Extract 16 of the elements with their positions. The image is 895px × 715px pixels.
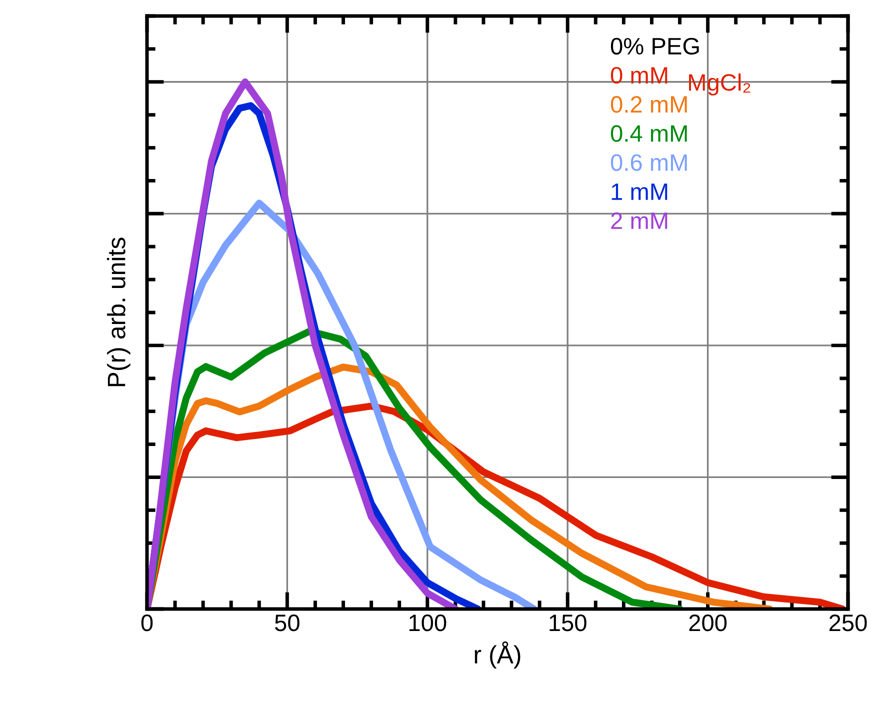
text: 0.4 mM (610, 125, 687, 142)
legend-title: 0% PEG (610, 38, 699, 55)
x-tick-label: 0 (141, 614, 153, 632)
text: 0.6 mM (610, 154, 687, 171)
text: 2 mM (611, 212, 668, 229)
y-axis-title: P(r) arb. units (107, 238, 130, 386)
text: 0.2 mM (610, 96, 687, 113)
text: 0 mM (610, 66, 668, 84)
annotation: MgCl₂ (689, 73, 750, 96)
text: 1 mM (612, 184, 668, 200)
x-tick-label: 50 (275, 614, 300, 632)
x-axis-title: r (Å) (474, 641, 520, 668)
x-tick-label: 150 (550, 614, 586, 632)
x-tick-label: 100 (410, 614, 446, 632)
x-tick-label: 200 (689, 614, 727, 632)
x-tick-label: 250 (829, 614, 867, 632)
